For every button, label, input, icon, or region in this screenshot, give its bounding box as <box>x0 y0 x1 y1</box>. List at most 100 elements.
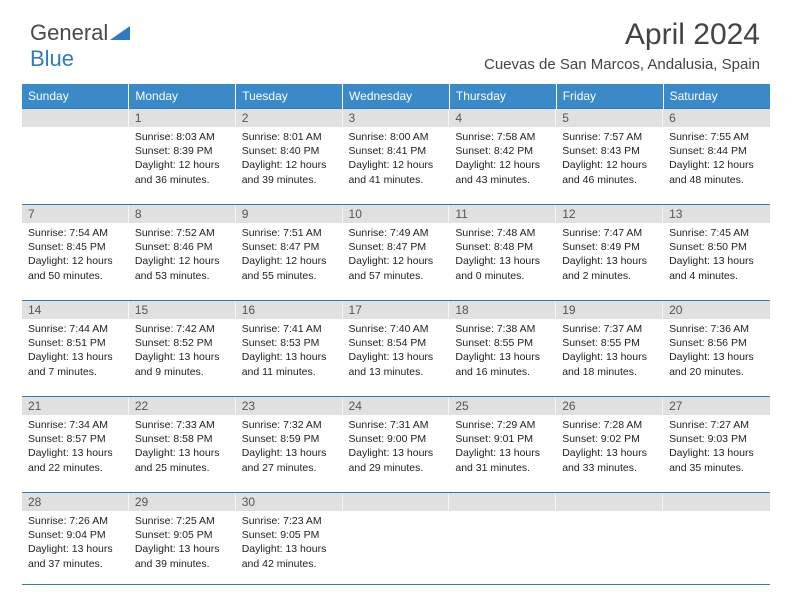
calendar-week-row: 28Sunrise: 7:26 AMSunset: 9:04 PMDayligh… <box>22 493 770 585</box>
day-number: 29 <box>129 493 236 511</box>
daylight-text: Daylight: 13 hours and 35 minutes. <box>669 446 764 474</box>
daylight-text: Daylight: 12 hours and 41 minutes. <box>349 158 444 186</box>
calendar-day-cell: 10Sunrise: 7:49 AMSunset: 8:47 PMDayligh… <box>343 205 450 301</box>
weekday-header: Wednesday <box>343 84 450 109</box>
sunrise-text: Sunrise: 7:55 AM <box>669 130 764 144</box>
sunset-text: Sunset: 8:42 PM <box>455 144 550 158</box>
sunrise-text: Sunrise: 7:40 AM <box>349 322 444 336</box>
sunset-text: Sunset: 8:54 PM <box>349 336 444 350</box>
daylight-text: Daylight: 13 hours and 25 minutes. <box>135 446 230 474</box>
day-body: Sunrise: 7:55 AMSunset: 8:44 PMDaylight:… <box>663 127 770 191</box>
calendar-day-cell: 29Sunrise: 7:25 AMSunset: 9:05 PMDayligh… <box>129 493 236 585</box>
daylight-text: Daylight: 13 hours and 37 minutes. <box>28 542 123 570</box>
calendar-day-cell: 12Sunrise: 7:47 AMSunset: 8:49 PMDayligh… <box>556 205 663 301</box>
calendar-week-row: 7Sunrise: 7:54 AMSunset: 8:45 PMDaylight… <box>22 205 770 301</box>
day-number: 18 <box>449 301 556 319</box>
sunrise-text: Sunrise: 7:41 AM <box>242 322 337 336</box>
sunset-text: Sunset: 8:52 PM <box>135 336 230 350</box>
sunset-text: Sunset: 8:39 PM <box>135 144 230 158</box>
day-body: Sunrise: 7:49 AMSunset: 8:47 PMDaylight:… <box>343 223 450 287</box>
calendar-day-cell: 20Sunrise: 7:36 AMSunset: 8:56 PMDayligh… <box>663 301 770 397</box>
day-number: 7 <box>22 205 129 223</box>
day-body: Sunrise: 7:51 AMSunset: 8:47 PMDaylight:… <box>236 223 343 287</box>
day-body <box>556 511 663 518</box>
sunrise-text: Sunrise: 7:42 AM <box>135 322 230 336</box>
sunset-text: Sunset: 9:03 PM <box>669 432 764 446</box>
day-number: 24 <box>343 397 450 415</box>
calendar-day-cell: 25Sunrise: 7:29 AMSunset: 9:01 PMDayligh… <box>449 397 556 493</box>
calendar-day-cell <box>22 109 129 205</box>
day-body: Sunrise: 7:41 AMSunset: 8:53 PMDaylight:… <box>236 319 343 383</box>
sunrise-text: Sunrise: 7:47 AM <box>562 226 657 240</box>
sunset-text: Sunset: 8:40 PM <box>242 144 337 158</box>
sunset-text: Sunset: 8:55 PM <box>455 336 550 350</box>
sunrise-text: Sunrise: 7:58 AM <box>455 130 550 144</box>
daylight-text: Daylight: 13 hours and 33 minutes. <box>562 446 657 474</box>
sunrise-text: Sunrise: 7:33 AM <box>135 418 230 432</box>
day-number: 10 <box>343 205 450 223</box>
weekday-header: Sunday <box>22 84 129 109</box>
sunset-text: Sunset: 9:05 PM <box>242 528 337 542</box>
weekday-header: Thursday <box>449 84 556 109</box>
calendar-day-cell: 28Sunrise: 7:26 AMSunset: 9:04 PMDayligh… <box>22 493 129 585</box>
day-number: 20 <box>663 301 770 319</box>
weekday-header-row: Sunday Monday Tuesday Wednesday Thursday… <box>22 84 770 109</box>
day-number: 28 <box>22 493 129 511</box>
day-number: 12 <box>556 205 663 223</box>
sunset-text: Sunset: 8:56 PM <box>669 336 764 350</box>
brand-logo: General Blue <box>30 20 130 72</box>
calendar-day-cell: 6Sunrise: 7:55 AMSunset: 8:44 PMDaylight… <box>663 109 770 205</box>
sunrise-text: Sunrise: 7:31 AM <box>349 418 444 432</box>
day-body: Sunrise: 7:44 AMSunset: 8:51 PMDaylight:… <box>22 319 129 383</box>
page-title: April 2024 <box>625 18 760 52</box>
day-number <box>556 493 663 511</box>
day-number: 9 <box>236 205 343 223</box>
calendar-day-cell: 18Sunrise: 7:38 AMSunset: 8:55 PMDayligh… <box>449 301 556 397</box>
day-body: Sunrise: 7:26 AMSunset: 9:04 PMDaylight:… <box>22 511 129 575</box>
sunset-text: Sunset: 8:59 PM <box>242 432 337 446</box>
day-body: Sunrise: 7:40 AMSunset: 8:54 PMDaylight:… <box>343 319 450 383</box>
calendar-day-cell <box>556 493 663 585</box>
daylight-text: Daylight: 13 hours and 27 minutes. <box>242 446 337 474</box>
brand-part2: Blue <box>30 46 74 71</box>
daylight-text: Daylight: 13 hours and 9 minutes. <box>135 350 230 378</box>
sunrise-text: Sunrise: 7:27 AM <box>669 418 764 432</box>
day-body: Sunrise: 7:45 AMSunset: 8:50 PMDaylight:… <box>663 223 770 287</box>
daylight-text: Daylight: 12 hours and 36 minutes. <box>135 158 230 186</box>
day-body: Sunrise: 7:38 AMSunset: 8:55 PMDaylight:… <box>449 319 556 383</box>
day-number: 4 <box>449 109 556 127</box>
triangle-icon <box>110 20 130 46</box>
calendar-day-cell: 2Sunrise: 8:01 AMSunset: 8:40 PMDaylight… <box>236 109 343 205</box>
sunset-text: Sunset: 8:51 PM <box>28 336 123 350</box>
day-body: Sunrise: 7:25 AMSunset: 9:05 PMDaylight:… <box>129 511 236 575</box>
calendar-day-cell: 11Sunrise: 7:48 AMSunset: 8:48 PMDayligh… <box>449 205 556 301</box>
calendar-day-cell: 21Sunrise: 7:34 AMSunset: 8:57 PMDayligh… <box>22 397 129 493</box>
day-number: 8 <box>129 205 236 223</box>
sunset-text: Sunset: 8:41 PM <box>349 144 444 158</box>
calendar-day-cell: 26Sunrise: 7:28 AMSunset: 9:02 PMDayligh… <box>556 397 663 493</box>
day-body: Sunrise: 7:23 AMSunset: 9:05 PMDaylight:… <box>236 511 343 575</box>
daylight-text: Daylight: 13 hours and 18 minutes. <box>562 350 657 378</box>
daylight-text: Daylight: 13 hours and 7 minutes. <box>28 350 123 378</box>
daylight-text: Daylight: 12 hours and 50 minutes. <box>28 254 123 282</box>
day-number: 5 <box>556 109 663 127</box>
day-number: 17 <box>343 301 450 319</box>
sunrise-text: Sunrise: 7:45 AM <box>669 226 764 240</box>
calendar-day-cell: 1Sunrise: 8:03 AMSunset: 8:39 PMDaylight… <box>129 109 236 205</box>
calendar-week-row: 1Sunrise: 8:03 AMSunset: 8:39 PMDaylight… <box>22 109 770 205</box>
calendar-day-cell: 9Sunrise: 7:51 AMSunset: 8:47 PMDaylight… <box>236 205 343 301</box>
daylight-text: Daylight: 12 hours and 53 minutes. <box>135 254 230 282</box>
calendar-day-cell: 14Sunrise: 7:44 AMSunset: 8:51 PMDayligh… <box>22 301 129 397</box>
calendar-day-cell: 4Sunrise: 7:58 AMSunset: 8:42 PMDaylight… <box>449 109 556 205</box>
sunset-text: Sunset: 8:46 PM <box>135 240 230 254</box>
sunrise-text: Sunrise: 7:36 AM <box>669 322 764 336</box>
sunrise-text: Sunrise: 7:23 AM <box>242 514 337 528</box>
calendar-day-cell: 27Sunrise: 7:27 AMSunset: 9:03 PMDayligh… <box>663 397 770 493</box>
daylight-text: Daylight: 13 hours and 16 minutes. <box>455 350 550 378</box>
sunset-text: Sunset: 9:00 PM <box>349 432 444 446</box>
daylight-text: Daylight: 12 hours and 55 minutes. <box>242 254 337 282</box>
calendar-day-cell: 24Sunrise: 7:31 AMSunset: 9:00 PMDayligh… <box>343 397 450 493</box>
calendar-day-cell: 22Sunrise: 7:33 AMSunset: 8:58 PMDayligh… <box>129 397 236 493</box>
sunrise-text: Sunrise: 8:03 AM <box>135 130 230 144</box>
daylight-text: Daylight: 12 hours and 46 minutes. <box>562 158 657 186</box>
